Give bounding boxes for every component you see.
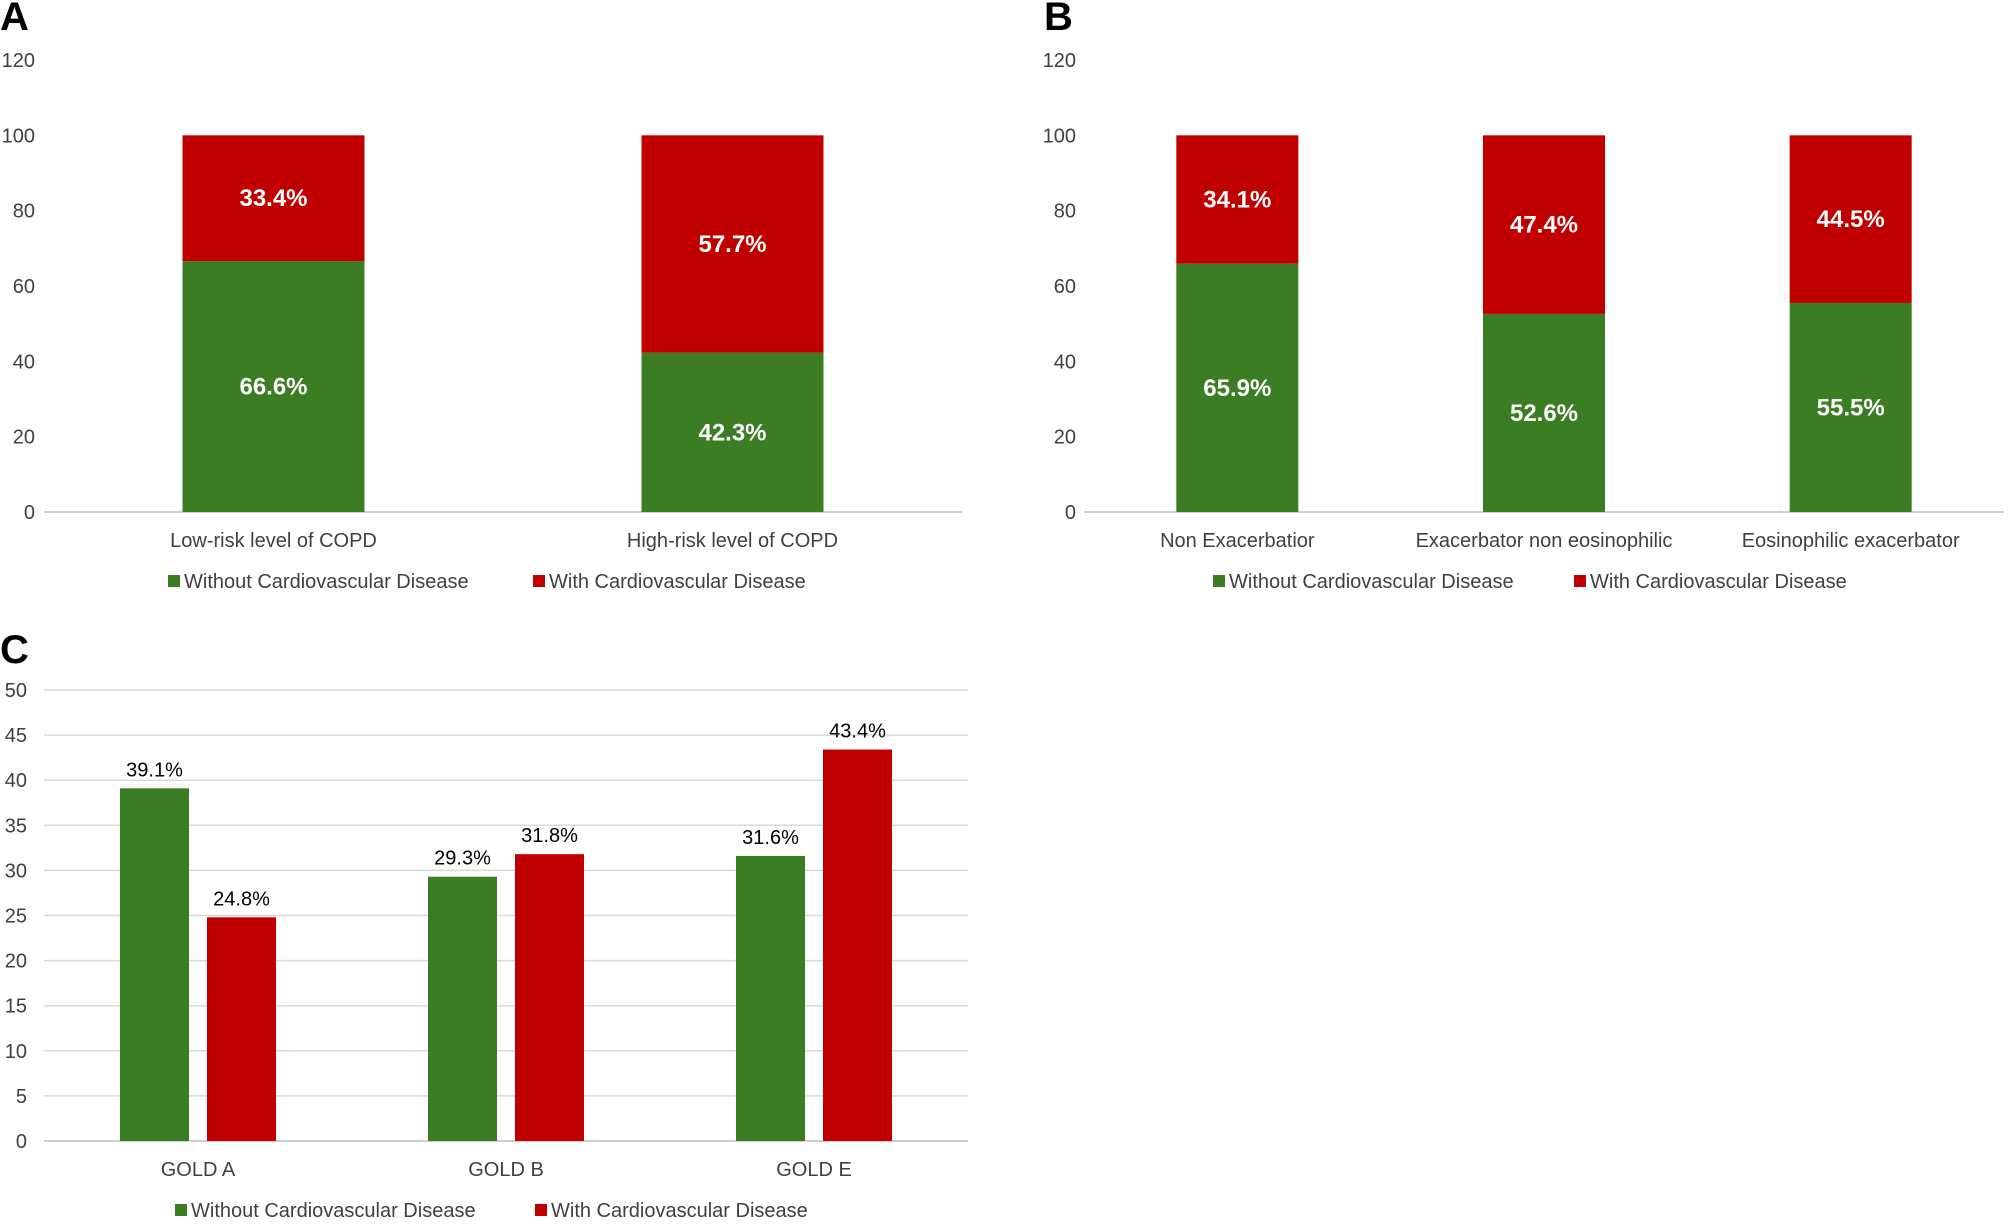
legend-swatch-without — [1213, 575, 1225, 587]
y-tick-label: 80 — [13, 201, 35, 223]
panel-label: C — [0, 628, 29, 672]
bar-with-2 — [641, 135, 824, 353]
data-label-with-1: 24.8% — [213, 888, 270, 910]
data-label-without-1: 39.1% — [126, 759, 183, 781]
y-tick-label: 100 — [1043, 125, 1076, 147]
y-tick-label: 120 — [2, 50, 35, 72]
data-label-without-3: 55.5% — [1817, 394, 1885, 421]
bar-without-2 — [428, 876, 497, 1141]
x-category-label: GOLD A — [161, 1159, 236, 1181]
data-label-without-1: 65.9% — [1203, 375, 1271, 402]
chart-panel-a: A 0 20 40 60 80 100 120 66.6% 33.4% Low-risk level… — [0, 0, 962, 593]
bar-without-1 — [1176, 263, 1299, 512]
data-label-with-2: 31.8% — [521, 825, 578, 847]
y-tick-label: 50 — [5, 680, 27, 702]
legend-label-without: Without Cardiovascular Disease — [184, 571, 469, 593]
bar-with-3 — [1789, 135, 1912, 303]
bar-without-1 — [120, 788, 189, 1141]
bar-without-2 — [1483, 313, 1605, 512]
legend-label-with: With Cardiovascular Disease — [549, 571, 806, 593]
bar-with-2 — [515, 854, 584, 1141]
bar-without-2 — [641, 352, 824, 512]
data-label-without-2: 52.6% — [1510, 400, 1578, 427]
y-tick-label: 0 — [24, 502, 35, 524]
y-tick-label: 20 — [5, 951, 27, 973]
bar-with-3 — [823, 749, 892, 1141]
data-label-with-2: 47.4% — [1510, 212, 1578, 239]
legend-label-with: With Cardiovascular Disease — [551, 1200, 808, 1222]
x-category-label: Low-risk level of COPD — [170, 530, 377, 552]
y-tick-label: 20 — [1054, 427, 1076, 449]
data-label-without-3: 31.6% — [742, 827, 799, 849]
x-category-label: Exacerbator non eosinophilic — [1416, 530, 1673, 552]
y-tick-label: 30 — [5, 860, 27, 882]
bar-without-1 — [182, 261, 365, 512]
x-category-label: Eosinophilic exacerbator — [1742, 530, 1960, 552]
data-label-with-2: 57.7% — [698, 231, 766, 258]
x-category-label: Non Exacerbatior — [1160, 530, 1315, 552]
legend-swatch-without — [175, 1204, 187, 1216]
y-tick-label: 40 — [1054, 351, 1076, 373]
y-tick-label: 120 — [1043, 50, 1076, 72]
y-tick-label: 40 — [5, 770, 27, 792]
legend-swatch-with — [535, 1204, 547, 1216]
y-tick-label: 15 — [5, 996, 27, 1018]
x-category-label: GOLD B — [468, 1159, 544, 1181]
data-label-without-2: 42.3% — [698, 419, 766, 446]
panel-label: B — [1044, 0, 1073, 39]
data-label-with-1: 33.4% — [239, 185, 307, 212]
data-label-with-3: 43.4% — [829, 721, 886, 743]
legend-label-without: Without Cardiovascular Disease — [191, 1200, 476, 1222]
y-tick-label: 100 — [2, 125, 35, 147]
y-tick-label: 60 — [13, 276, 35, 298]
bar-with-1 — [1176, 135, 1299, 264]
bar-without-3 — [1789, 302, 1912, 512]
bar-without-3 — [736, 855, 805, 1141]
bar-with-1 — [182, 135, 365, 262]
data-label-without-1: 66.6% — [239, 374, 307, 401]
bar-with-2 — [1483, 135, 1605, 314]
data-label-with-3: 44.5% — [1817, 206, 1885, 233]
data-label-without-2: 29.3% — [434, 848, 491, 870]
chart-panel-c: C 0 5 10 15 20 25 30 35 40 45 50 39.1% 24.8% GOLD A 29.… — [0, 628, 968, 1222]
chart-panel-b: B 0 20 40 60 80 100 120 65.9% 34.1% Non Exacerbati… — [1043, 0, 2004, 593]
y-tick-label: 25 — [5, 906, 27, 928]
y-tick-label: 5 — [16, 1086, 27, 1108]
y-tick-label: 60 — [1054, 276, 1076, 298]
y-tick-label: 40 — [13, 351, 35, 373]
y-tick-label: 0 — [1065, 502, 1076, 524]
data-label-with-1: 34.1% — [1203, 187, 1271, 214]
y-tick-label: 20 — [13, 427, 35, 449]
legend-swatch-with — [533, 575, 545, 587]
y-tick-label: 10 — [5, 1041, 27, 1063]
legend-swatch-with — [1574, 575, 1586, 587]
legend-label-without: Without Cardiovascular Disease — [1229, 571, 1514, 593]
y-tick-label: 45 — [5, 725, 27, 747]
bar-with-1 — [207, 917, 276, 1141]
panel-label: A — [0, 0, 29, 39]
y-tick-label: 35 — [5, 815, 27, 837]
y-tick-label: 0 — [16, 1131, 27, 1153]
x-category-label: GOLD E — [776, 1159, 852, 1181]
legend-label-with: With Cardiovascular Disease — [1590, 571, 1847, 593]
x-category-label: High-risk level of COPD — [627, 530, 838, 552]
legend-swatch-without — [168, 575, 180, 587]
y-tick-label: 80 — [1054, 201, 1076, 223]
